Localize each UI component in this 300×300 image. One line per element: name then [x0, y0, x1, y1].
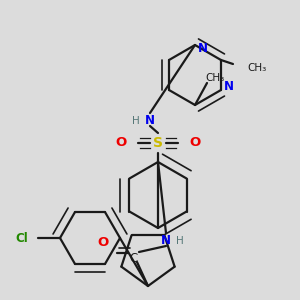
Text: H: H [176, 236, 184, 246]
Text: CH₃: CH₃ [248, 63, 267, 73]
Text: C: C [129, 251, 137, 265]
Text: S: S [153, 136, 163, 150]
Text: O: O [98, 236, 109, 250]
Text: N: N [198, 41, 208, 55]
Text: O: O [116, 136, 127, 149]
Text: N: N [145, 115, 155, 128]
Text: H: H [132, 116, 140, 126]
Text: N: N [224, 80, 234, 94]
Text: N: N [161, 235, 171, 248]
Text: O: O [189, 136, 201, 149]
Text: Cl: Cl [16, 232, 28, 244]
Text: CH₃: CH₃ [206, 73, 225, 83]
